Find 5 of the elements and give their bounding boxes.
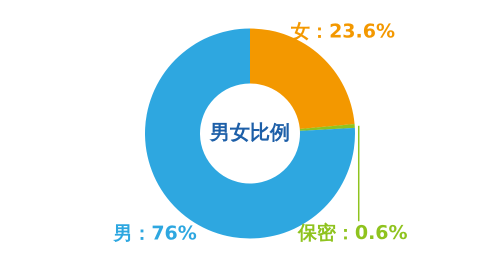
slice-label: 保密：0.6%: [296, 222, 408, 244]
text: 男女比例: [209, 120, 290, 144]
slice-label: 女：23.6%: [290, 20, 396, 43]
donut-slice: [300, 124, 355, 131]
slice-label: 男：76%: [112, 222, 197, 245]
